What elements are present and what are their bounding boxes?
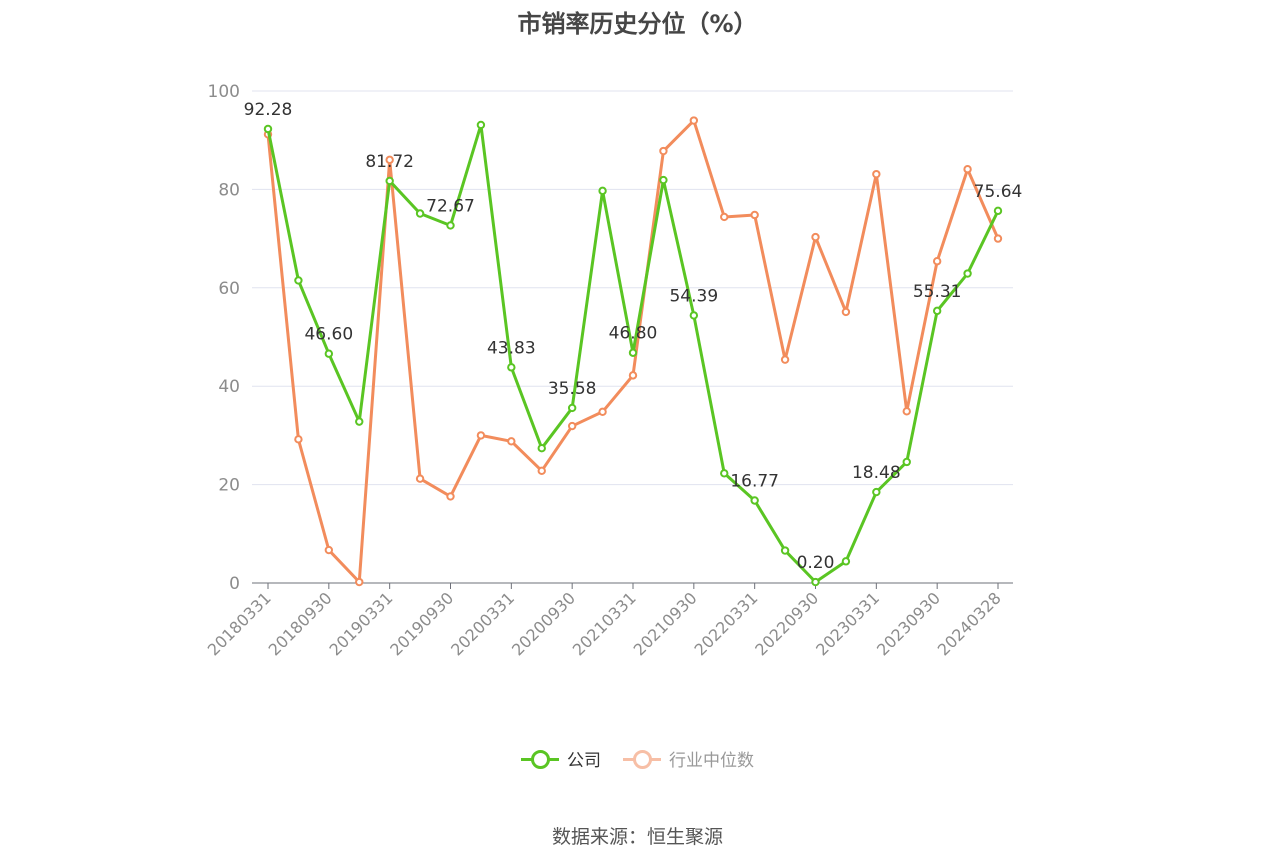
legend-company-line-icon bbox=[521, 749, 559, 769]
data-point-company bbox=[263, 124, 273, 134]
x-tick-label: 20220331 bbox=[690, 588, 761, 659]
legend-item-company[interactable]: 公司 bbox=[521, 746, 601, 771]
data-point-company bbox=[507, 363, 516, 372]
data-point-company bbox=[415, 209, 425, 218]
data-point-company bbox=[567, 403, 577, 413]
data-point-industry-median bbox=[993, 234, 1003, 243]
data-point-industry-median bbox=[355, 577, 364, 587]
data-point-industry-median bbox=[598, 407, 607, 416]
source-note: 数据来源：恒生聚源 bbox=[551, 826, 723, 848]
data-label-company: 16.77 bbox=[730, 471, 779, 491]
data-label-company: 46.60 bbox=[304, 325, 353, 345]
legend-industry-label: 行业中位数 bbox=[669, 751, 754, 771]
data-label-company: 75.64 bbox=[974, 182, 1023, 202]
legend: 公司 行业中位数 bbox=[0, 746, 1275, 771]
data-point-company bbox=[294, 276, 303, 285]
data-point-company bbox=[537, 443, 546, 453]
y-tick-label: 60 bbox=[218, 279, 240, 299]
data-point-industry-median bbox=[385, 155, 394, 165]
axes: 0 20 40 60 80 100 2018033120180930201903312019… bbox=[204, 82, 1013, 659]
data-point-company bbox=[689, 311, 699, 320]
data-label-company: 0.20 bbox=[797, 553, 835, 573]
data-point-industry-median bbox=[415, 474, 425, 483]
data-point-company bbox=[963, 269, 972, 278]
data-point-company bbox=[355, 417, 364, 426]
data-point-industry-median bbox=[811, 232, 820, 242]
x-tick-label: 20200930 bbox=[508, 588, 579, 659]
data-label-company: 46.80 bbox=[609, 324, 658, 344]
data-point-company bbox=[902, 457, 911, 467]
x-tick-label: 20210930 bbox=[630, 588, 701, 659]
data-labels: 92.28 46.60 81.72 72.67 43.83 35.58 46.80 54.39… bbox=[244, 100, 1023, 573]
data-point-industry-median bbox=[720, 212, 729, 222]
x-tick-label: 20200331 bbox=[447, 588, 518, 659]
chart-plot: 0 20 40 60 80 100 2018033120180930201903312019… bbox=[204, 82, 1023, 659]
data-label-company: 43.83 bbox=[487, 338, 536, 358]
data-point-industry-median bbox=[902, 407, 911, 416]
data-point-company bbox=[659, 175, 668, 185]
series-lines bbox=[263, 116, 1003, 587]
y-tick-label: 40 bbox=[218, 377, 240, 397]
y-tick-label: 20 bbox=[218, 476, 240, 496]
data-point-company bbox=[750, 496, 759, 505]
data-label-company: 72.67 bbox=[426, 196, 475, 216]
chart-title: 市销率历史分位（%） bbox=[517, 10, 758, 38]
data-point-industry-median bbox=[324, 545, 334, 555]
data-point-industry-median bbox=[537, 466, 546, 476]
data-point-industry-median bbox=[507, 437, 516, 446]
data-point-industry-median bbox=[476, 431, 486, 440]
data-point-industry-median bbox=[567, 421, 577, 431]
legend-industry-line-icon bbox=[623, 749, 661, 769]
data-label-company: 92.28 bbox=[244, 100, 293, 120]
y-tick-label: 100 bbox=[208, 82, 240, 102]
x-tick-label: 20180930 bbox=[265, 588, 336, 659]
x-tick-label: 20190930 bbox=[386, 588, 457, 659]
data-point-company bbox=[628, 348, 638, 357]
data-point-company bbox=[446, 221, 455, 230]
y-tick-label: 0 bbox=[229, 574, 240, 594]
data-point-company bbox=[872, 487, 881, 497]
x-tick-label: 20240328 bbox=[934, 588, 1005, 659]
data-point-industry-median bbox=[689, 116, 699, 125]
x-tick-label: 20210331 bbox=[569, 588, 640, 659]
data-point-company bbox=[385, 176, 394, 186]
legend-company-label: 公司 bbox=[567, 751, 601, 771]
data-point-industry-median bbox=[628, 371, 638, 380]
data-label-company: 35.58 bbox=[548, 379, 597, 399]
data-point-company bbox=[720, 469, 729, 478]
data-point-industry-median bbox=[659, 146, 668, 156]
data-point-company bbox=[324, 349, 334, 358]
data-point-industry-median bbox=[780, 355, 790, 364]
x-tick-label: 20180331 bbox=[204, 588, 275, 659]
data-point-industry-median bbox=[841, 307, 851, 317]
data-point-company bbox=[841, 557, 851, 566]
data-point-company bbox=[811, 577, 820, 587]
x-tick-label: 20230930 bbox=[873, 588, 944, 659]
data-label-company: 81.72 bbox=[365, 152, 414, 172]
data-point-industry-median bbox=[294, 435, 303, 444]
data-point-industry-median bbox=[446, 492, 455, 501]
data-label-company: 18.48 bbox=[852, 463, 901, 483]
data-point-company bbox=[932, 306, 942, 316]
y-tick-label: 80 bbox=[218, 180, 240, 200]
data-point-company bbox=[598, 186, 607, 196]
data-point-industry-median bbox=[750, 210, 759, 220]
legend-item-industry-median[interactable]: 行业中位数 bbox=[623, 746, 754, 771]
data-point-industry-median bbox=[932, 257, 942, 266]
data-label-company: 55.31 bbox=[913, 282, 962, 302]
data-point-industry-median bbox=[872, 169, 881, 179]
gridlines bbox=[252, 90, 1013, 486]
data-point-company bbox=[780, 546, 790, 555]
x-tick-label: 20220930 bbox=[751, 588, 822, 659]
x-tick-label: 20230331 bbox=[812, 588, 883, 659]
data-point-company bbox=[476, 120, 486, 130]
data-label-company: 54.39 bbox=[669, 286, 718, 306]
data-point-company bbox=[993, 206, 1003, 216]
data-point-industry-median bbox=[963, 165, 972, 174]
x-tick-label: 20190331 bbox=[325, 588, 396, 659]
